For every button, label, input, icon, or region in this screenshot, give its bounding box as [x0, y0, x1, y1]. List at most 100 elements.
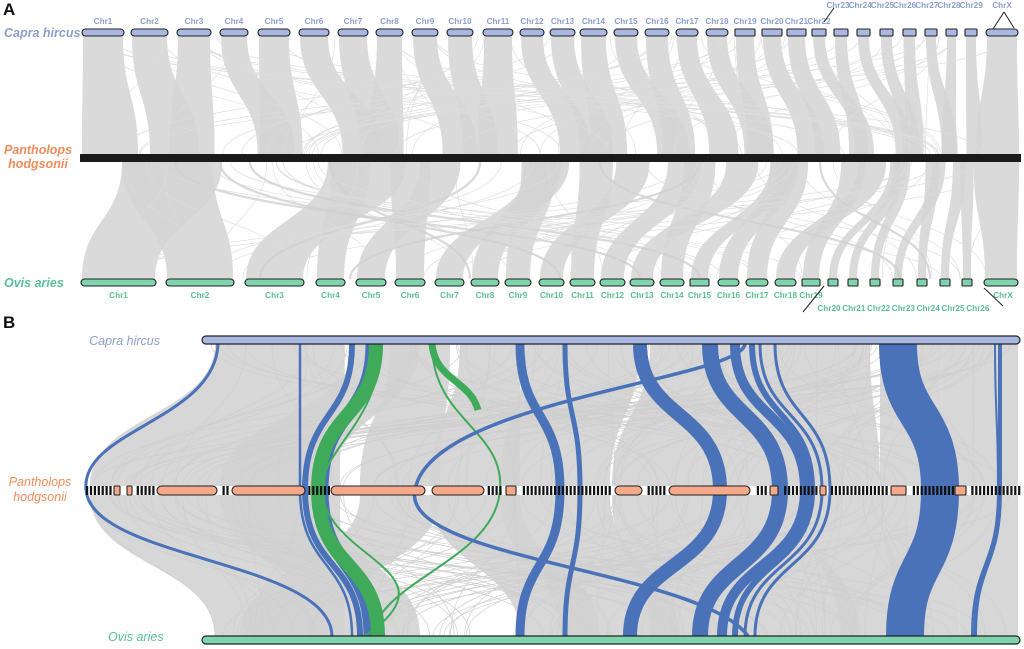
pantholops-ovis-minor-link — [967, 161, 1004, 280]
pantholops-small-scaffold — [788, 486, 791, 495]
pantholops-small-scaffold — [530, 486, 533, 495]
capra-chromosome-label: Chr26 — [893, 1, 917, 10]
capra-chromosome-label: Chr8 — [380, 17, 399, 26]
pantholops-ovis-minor-link — [232, 494, 312, 637]
ovis-chromosome — [394, 278, 426, 287]
capra-pantholops-minor-link — [137, 35, 799, 155]
pantholops-ovis-minor-link — [522, 494, 739, 637]
highlight-link-blue — [753, 343, 832, 637]
ovis-chromosome — [355, 278, 387, 287]
panel-b: B Capra hircus Pantholops hodgsonii Ovis… — [3, 313, 1021, 645]
pantholops-ovis-minor-link — [313, 161, 511, 280]
ovis-chromosome-label: Chr2 — [191, 291, 210, 300]
pantholops-small-scaffold — [979, 486, 982, 495]
ovis-chromosome — [470, 278, 500, 287]
pantholops-ovis-crossing-link — [248, 161, 702, 280]
ovis-chromosome-label: Chr23 — [892, 304, 916, 313]
capra-pantholops-minor-link — [739, 343, 837, 487]
ovis-chromosome — [717, 278, 740, 287]
capra-pantholops-minor-link — [216, 35, 939, 155]
ovis-chromosome-label: Chr22 — [867, 304, 891, 313]
pantholops-small-scaffold — [534, 486, 537, 495]
capra-pantholops-minor-link — [393, 35, 451, 155]
capra-pantholops-minor-link — [267, 35, 479, 155]
capra-pantholops-minor-link — [198, 35, 541, 155]
capra-chromosome — [761, 28, 783, 37]
pantholops-small-scaffold — [881, 486, 884, 495]
capra-chromosome — [579, 28, 608, 37]
pantholops-ovis-minor-link — [555, 161, 607, 280]
pantholops-scaffold — [431, 485, 485, 496]
capra-pantholops-minor-link — [778, 343, 998, 487]
pantholops-small-scaffold — [327, 486, 330, 495]
capra-pantholops-minor-link — [281, 35, 610, 155]
capra-pantholops-minor-link — [903, 35, 910, 155]
pantholops-ovis-minor-link — [671, 161, 893, 280]
highlight-link-blue — [879, 343, 960, 637]
ovis-chromosome-label: Chr26 — [966, 304, 990, 313]
capra-pantholops-minor-link — [747, 343, 985, 487]
pantholops-ovis-link — [601, 162, 702, 279]
pantholops-small-scaffold — [858, 486, 861, 495]
panel-b-pantholops-label-line2: hodgsonii — [13, 490, 68, 504]
pantholops-small-scaffold — [940, 486, 943, 495]
pantholops-small-scaffold — [89, 486, 93, 495]
pantholops-scaffold — [954, 485, 967, 496]
capra-chromosome-label: Chr25 — [871, 1, 895, 10]
ovis-chromosome — [504, 278, 532, 287]
capra-pantholops-minor-link — [143, 35, 342, 155]
pantholops-small-scaffold — [975, 486, 978, 495]
pantholops-ovis-link — [661, 162, 716, 279]
pantholops-small-scaffold — [487, 486, 490, 495]
ovis-label-leader-lines — [802, 285, 1004, 313]
ovis-chromosome-label: Chr24 — [917, 304, 941, 313]
pantholops-small-scaffold — [561, 486, 564, 495]
pantholops-small-scaffold — [526, 486, 529, 495]
pantholops-small-scaffold — [1018, 486, 1021, 495]
pantholops-ovis-minor-link — [547, 161, 604, 280]
pantholops-small-scaffold — [795, 486, 798, 495]
capra-chromosome — [675, 28, 699, 37]
pantholops-small-scaffold — [647, 486, 650, 495]
capra-pantholops-minor-link — [99, 35, 319, 155]
panel-a-ovis-label: Ovis aries — [4, 276, 64, 290]
pantholops-ovis-minor-link — [212, 161, 267, 280]
pantholops-ovis-minor-link — [653, 494, 659, 637]
pantholops-ovis-minor-link — [423, 161, 787, 280]
pantholops-ovis-minor-link — [111, 494, 676, 637]
pantholops-ovis-minor-link — [275, 161, 712, 280]
pantholops-small-scaffold — [850, 486, 853, 495]
pantholops-small-scaffold — [144, 486, 147, 495]
pantholops-ovis-minor-link — [779, 494, 907, 637]
pantholops-ovis-minor-link — [374, 494, 810, 637]
capra-pantholops-link — [360, 344, 450, 486]
pantholops-ovis-link — [849, 162, 907, 279]
pantholops-small-scaffold — [811, 486, 814, 495]
panel-b-pantholops-scaffolds — [86, 485, 1021, 496]
panel-a-ovis-chromosomes: Chr1 Chr2 Chr3 Chr4 Chr5 Chr6 Chr7 Chr8 Chr9 Chr1… — [80, 278, 1019, 313]
capra-chromosome-label: Chr9 — [416, 17, 435, 26]
pantholops-ovis-minor-link — [663, 494, 897, 637]
pantholops-small-scaffold — [807, 486, 810, 495]
ovis-chromosome — [983, 278, 1019, 287]
capra-pantholops-minor-link — [539, 35, 773, 155]
pantholops-small-scaffold — [846, 486, 849, 495]
capra-pantholops-link — [367, 36, 404, 154]
pantholops-ovis-minor-link — [484, 161, 698, 280]
pantholops-small-scaffold — [862, 486, 865, 495]
ovis-chromosome — [939, 278, 951, 287]
capra-pantholops-minor-link — [734, 35, 748, 155]
pantholops-ovis-minor-link — [98, 161, 169, 280]
pantholops-scaffold — [231, 485, 306, 496]
capra-pantholops-minor-link — [465, 343, 516, 487]
capra-pantholops-minor-link — [408, 343, 496, 487]
capra-pantholops-minor-link — [485, 343, 907, 487]
capra-chromosome-label: Chr11 — [487, 17, 510, 26]
ovis-chromosome — [569, 278, 596, 287]
capra-chromosome — [375, 28, 404, 37]
pantholops-scaffold — [113, 485, 121, 496]
pantholops-small-scaffold — [226, 486, 229, 495]
capra-chromosome-label: Chr22 — [807, 17, 831, 26]
pantholops-ovis-minor-link — [735, 494, 889, 637]
pantholops-ovis-minor-link — [362, 494, 885, 637]
